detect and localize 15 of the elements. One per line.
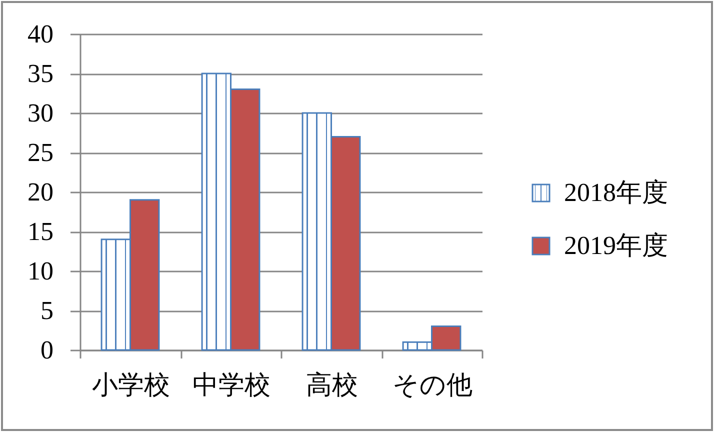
- legend-label: 2018年度: [564, 178, 668, 207]
- y-tick-label: 20: [28, 178, 54, 206]
- x-tick-label: 中学校: [192, 370, 270, 400]
- y-tick-label: 15: [28, 217, 54, 246]
- y-tick-label: 40: [28, 20, 54, 48]
- y-tick-label: 35: [28, 59, 54, 88]
- y-tick-label: 10: [28, 256, 54, 286]
- legend-label: 2019年度: [564, 231, 668, 260]
- x-tick-label: その他: [392, 370, 472, 400]
- y-tick-label: 30: [28, 98, 54, 128]
- y-tick-label: 0: [40, 336, 54, 364]
- x-tick-label: 高校: [306, 370, 358, 400]
- x-tick-label: 小学校: [92, 370, 170, 400]
- y-tick-label: 25: [28, 138, 54, 167]
- y-tick-label: 5: [40, 296, 54, 325]
